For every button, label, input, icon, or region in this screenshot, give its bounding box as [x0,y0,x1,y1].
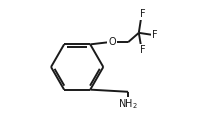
Text: O: O [108,37,116,47]
Text: NH$_2$: NH$_2$ [118,98,138,111]
Text: F: F [140,9,146,19]
Text: F: F [140,45,146,55]
Text: F: F [152,30,158,40]
